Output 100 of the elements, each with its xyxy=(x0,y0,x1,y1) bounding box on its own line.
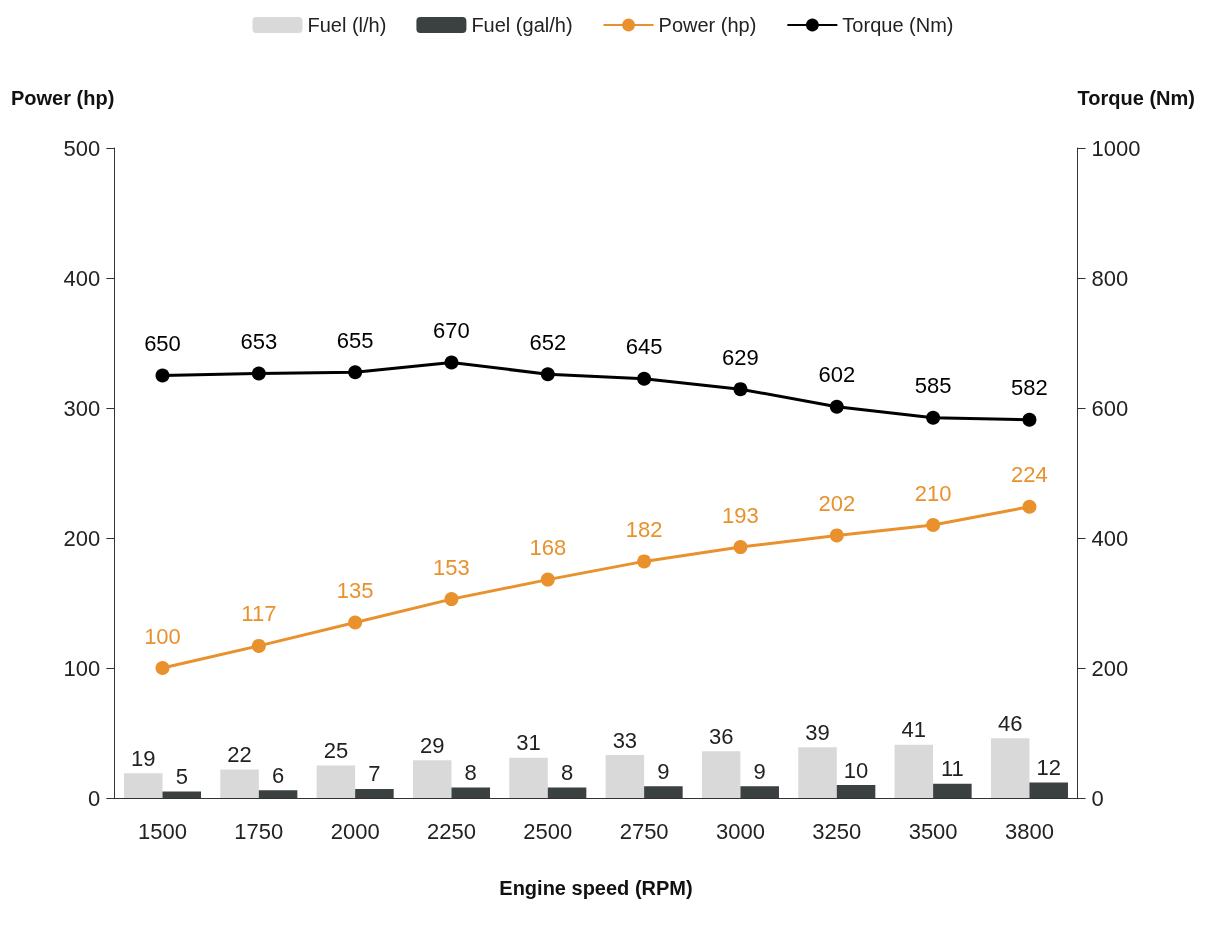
point xyxy=(348,365,363,380)
point xyxy=(1022,412,1037,427)
data-label: 25 xyxy=(323,738,349,763)
y2-tick-label: 400 xyxy=(1091,525,1129,551)
point xyxy=(444,592,459,607)
data-label: 41 xyxy=(901,717,927,743)
data-label: 10 xyxy=(843,757,869,783)
point xyxy=(926,518,941,532)
point xyxy=(637,554,652,569)
data-label: 653 xyxy=(240,329,278,355)
x-tick-label: 3000 xyxy=(715,818,765,844)
data-label: 655 xyxy=(336,327,374,353)
y2-tick-label: 200 xyxy=(1091,655,1129,681)
data-label: 22 xyxy=(227,741,252,767)
data-label: 12 xyxy=(1036,754,1061,780)
data-label: 670 xyxy=(433,318,470,343)
data-label: 7 xyxy=(368,761,381,787)
data-label: 31 xyxy=(516,730,541,756)
x-axis-title: Engine speed (RPM) xyxy=(499,877,693,899)
y-axis-title: Power (hp) xyxy=(10,87,115,109)
data-label: 46 xyxy=(997,710,1023,736)
y2-tick-label: 600 xyxy=(1091,395,1129,421)
bar xyxy=(836,785,876,798)
bar xyxy=(509,757,548,798)
data-label: 224 xyxy=(1011,462,1048,488)
bar xyxy=(451,787,491,798)
bar xyxy=(1029,782,1068,798)
y-tick-label: 500 xyxy=(63,135,101,161)
point xyxy=(637,371,652,386)
y2-axis-title: Torque (Nm) xyxy=(1077,87,1196,109)
point xyxy=(733,382,748,397)
y-tick-label: 400 xyxy=(63,265,101,291)
x-tick-label: 2000 xyxy=(330,818,380,844)
bar xyxy=(990,738,1030,798)
y-tick-label: 0 xyxy=(88,785,101,811)
data-label: 135 xyxy=(336,578,374,603)
bar xyxy=(123,773,163,798)
data-label: 193 xyxy=(722,502,759,528)
bar xyxy=(605,755,645,798)
data-label: 153 xyxy=(433,554,470,580)
bar xyxy=(316,765,356,798)
data-label: 11 xyxy=(940,756,964,782)
data-label: 602 xyxy=(818,362,856,388)
data-label: 5 xyxy=(175,764,188,789)
point xyxy=(540,367,555,382)
data-label: 8 xyxy=(560,760,574,786)
point xyxy=(733,540,748,555)
data-label: 6 xyxy=(271,762,285,788)
data-label: 650 xyxy=(144,331,181,356)
point xyxy=(348,615,363,630)
legend-label: Fuel (gal/h) xyxy=(471,14,573,36)
point xyxy=(155,368,170,383)
y-tick-label: 300 xyxy=(63,395,101,421)
x-tick-label: 1750 xyxy=(234,818,284,844)
legend-label: Fuel (l/h) xyxy=(307,14,387,36)
data-label: 582 xyxy=(1011,375,1048,401)
bar xyxy=(412,760,452,798)
bar xyxy=(258,790,298,798)
bar xyxy=(355,788,394,798)
data-label: 29 xyxy=(419,732,445,758)
data-label: 585 xyxy=(914,373,952,399)
point xyxy=(829,528,844,543)
bar xyxy=(162,791,202,798)
data-label: 202 xyxy=(818,490,856,516)
point xyxy=(251,366,266,381)
legend-label: Torque (Nm) xyxy=(842,14,954,36)
legend-label: Power (hp) xyxy=(658,14,757,36)
bar xyxy=(701,751,741,798)
point xyxy=(1022,499,1037,514)
data-label: 100 xyxy=(144,623,181,649)
bar xyxy=(547,787,587,798)
data-label: 33 xyxy=(612,727,638,753)
bar xyxy=(644,786,683,798)
data-label: 36 xyxy=(708,723,734,749)
bar xyxy=(220,769,259,798)
data-label: 168 xyxy=(529,535,567,561)
bar xyxy=(798,747,837,798)
point xyxy=(926,410,941,425)
data-label: 9 xyxy=(657,758,670,784)
data-label: 9 xyxy=(753,758,766,784)
y-tick-label: 100 xyxy=(63,655,101,681)
point xyxy=(540,572,555,587)
x-tick-label: 1500 xyxy=(138,818,187,844)
data-label: 645 xyxy=(625,334,663,360)
point xyxy=(444,355,459,370)
data-label: 182 xyxy=(625,516,663,542)
data-label: 210 xyxy=(914,480,952,506)
data-label: 629 xyxy=(722,344,759,370)
bar xyxy=(933,783,972,798)
data-label: 19 xyxy=(130,745,156,771)
point xyxy=(155,661,170,675)
x-tick-label: 2500 xyxy=(523,818,573,844)
data-label: 117 xyxy=(241,601,277,627)
x-tick-label: 3500 xyxy=(908,818,958,844)
data-label: 652 xyxy=(529,329,567,355)
y2-tick-label: 1000 xyxy=(1091,135,1141,161)
point xyxy=(251,638,266,653)
x-tick-label: 3250 xyxy=(812,818,862,844)
y2-tick-label: 0 xyxy=(1091,785,1104,811)
point xyxy=(829,399,844,414)
